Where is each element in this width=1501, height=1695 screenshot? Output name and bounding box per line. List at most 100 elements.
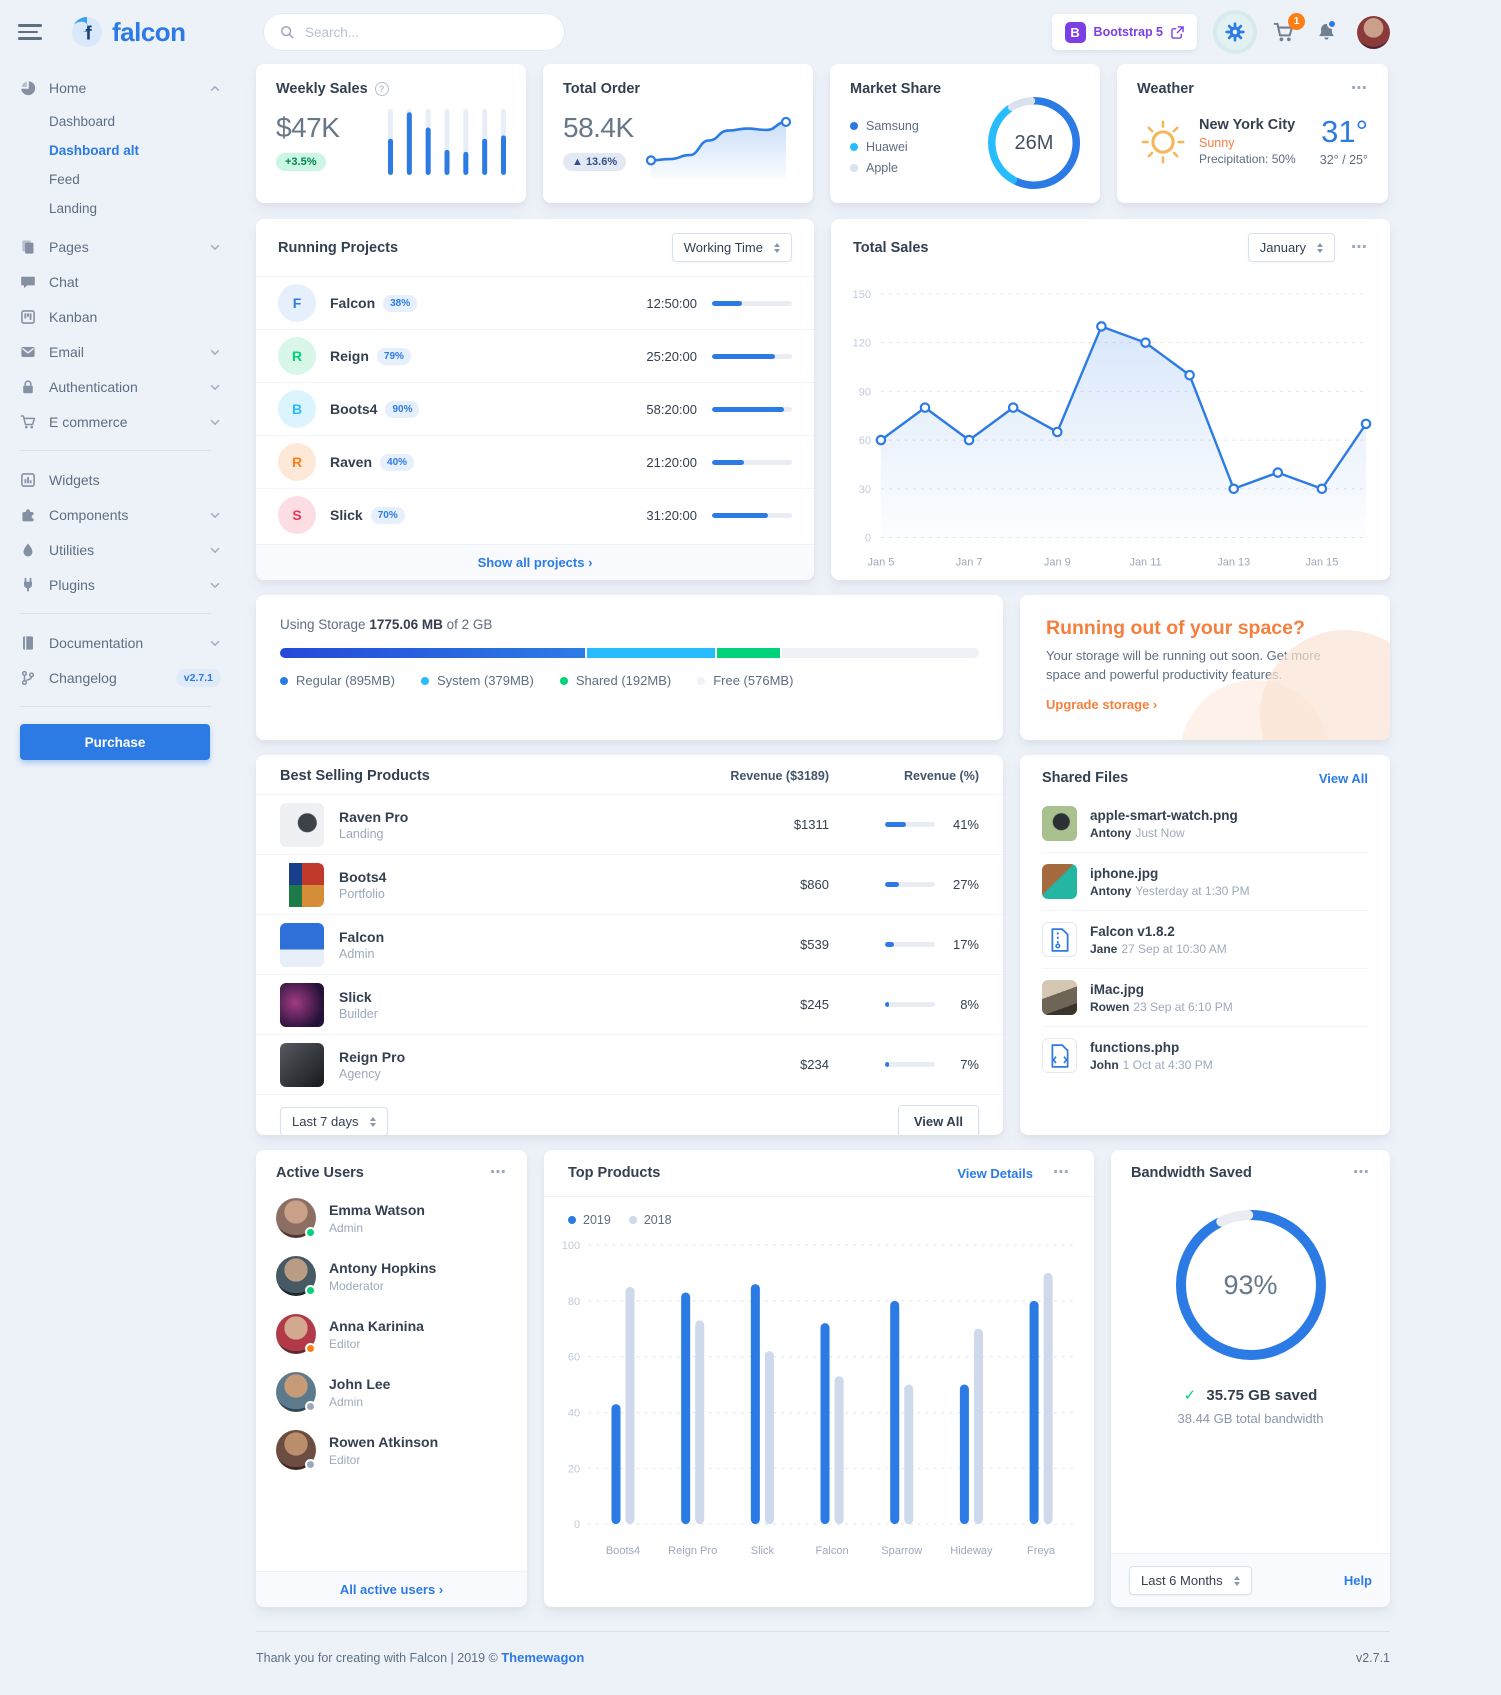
project-name[interactable]: Falcon: [330, 295, 376, 311]
more-options-icon[interactable]: ⋯: [1353, 1164, 1370, 1181]
help-icon[interactable]: ?: [374, 82, 389, 96]
file-name[interactable]: functions.php: [1090, 1039, 1180, 1055]
user-name[interactable]: John Lee: [329, 1375, 391, 1392]
branch-icon: [21, 670, 35, 685]
sidebar-item-dashboard[interactable]: Dashboard: [49, 114, 116, 129]
shared-files-view-all-link[interactable]: View All: [1318, 770, 1368, 786]
sidebar-item-home[interactable]: Home: [20, 70, 221, 105]
product-thumbnail: [280, 1042, 324, 1087]
sidebar-item-authentication[interactable]: Authentication: [20, 369, 221, 404]
sidebar-item-email[interactable]: Email: [20, 334, 221, 369]
sidebar-item-landing[interactable]: Landing: [49, 201, 98, 216]
user-name[interactable]: Emma Watson: [329, 1201, 425, 1218]
project-name[interactable]: Slick: [330, 507, 363, 523]
working-time-select[interactable]: Working Time: [671, 233, 792, 262]
chevron-down-icon: [210, 419, 220, 425]
revenue-percent-column-header: Revenue (%): [903, 769, 979, 783]
plug-icon: [23, 577, 33, 591]
user-name[interactable]: Anna Karinina: [329, 1317, 424, 1334]
product-name[interactable]: Boots4: [339, 868, 387, 885]
sidebar-item-components[interactable]: Components: [20, 497, 221, 532]
sidebar-item-feed[interactable]: Feed: [49, 172, 80, 187]
storage-legend-system-379mb: System (379MB): [421, 673, 534, 688]
file-name[interactable]: apple-smart-watch.png: [1090, 807, 1238, 823]
last-6-months-value: Last 6 Months: [1141, 1573, 1223, 1588]
product-category: Portfolio: [339, 886, 385, 901]
hamburger-menu-icon[interactable]: [18, 24, 42, 40]
user-avatar: [276, 1372, 316, 1412]
product-thumbnail: [280, 862, 324, 907]
user-name[interactable]: Antony Hopkins: [329, 1259, 437, 1276]
product-name[interactable]: Raven Pro: [339, 808, 409, 825]
view-details-link[interactable]: View Details: [957, 1165, 1033, 1181]
user-avatar[interactable]: [1357, 15, 1390, 49]
legend-label: Shared (192MB): [575, 673, 672, 688]
user-name[interactable]: Rowen Atkinson: [329, 1433, 439, 1450]
themewagon-link[interactable]: Themewagon: [501, 1650, 585, 1665]
revenue-percent: 7%: [960, 1057, 979, 1072]
sidebar-item-plugins[interactable]: Plugins: [20, 567, 221, 602]
view-all-button[interactable]: View All: [897, 1105, 979, 1135]
product-revenue: $245: [800, 997, 829, 1012]
sidebar-item-documentation[interactable]: Documentation: [20, 625, 221, 660]
more-options-icon[interactable]: ⋯: [1351, 238, 1368, 256]
sidebar-item-chat[interactable]: Chat: [20, 264, 221, 299]
falcon-logo-icon: f: [72, 17, 102, 47]
file-name[interactable]: Falcon v1.8.2: [1090, 923, 1175, 939]
sidebar-item-changelog[interactable]: Changelog v2.7.1: [20, 660, 221, 695]
more-options-icon[interactable]: ⋯: [1351, 80, 1368, 97]
sidebar-item-pages[interactable]: Pages: [20, 229, 221, 264]
project-name[interactable]: Raven: [330, 454, 373, 470]
sidebar-item-label: Documentation: [49, 634, 144, 651]
month-select[interactable]: January: [1247, 233, 1335, 262]
last-7-days-select[interactable]: Last 7 days: [280, 1107, 388, 1135]
brand-logo[interactable]: f falcon: [70, 15, 248, 49]
project-row-slick: S Slick 70% 31:20:00: [256, 488, 814, 541]
svg-text:100: 100: [562, 1240, 580, 1252]
sidebar-item-e-commerce[interactable]: E commerce: [20, 404, 221, 439]
top-navbar: f falcon B Bootstrap 5 1: [0, 0, 1501, 64]
chevron-down-icon: [210, 384, 220, 390]
last-6-months-select[interactable]: Last 6 Months: [1129, 1566, 1252, 1595]
sidebar-item-kanban[interactable]: Kanban: [20, 299, 221, 334]
project-name[interactable]: Reign: [330, 348, 369, 364]
search-icon: [280, 25, 294, 39]
user-avatar: [276, 1314, 316, 1354]
brand-name: falcon: [112, 16, 186, 47]
show-all-projects-link[interactable]: Show all projects ›: [256, 544, 814, 580]
product-name[interactable]: Falcon: [339, 928, 385, 945]
sidebar-item-widgets[interactable]: Widgets: [20, 462, 221, 497]
more-options-icon[interactable]: ⋯: [490, 1164, 507, 1181]
lock-icon: [23, 379, 33, 393]
upgrade-storage-link[interactable]: Upgrade storage ›: [1046, 696, 1158, 712]
weekly-sales-title: Weekly Sales: [276, 81, 368, 97]
project-name[interactable]: Boots4: [330, 401, 378, 417]
svg-text:150: 150: [853, 289, 871, 301]
notifications-button[interactable]: [1316, 18, 1337, 43]
sidebar-item-utilities[interactable]: Utilities: [20, 532, 221, 567]
footer-version: v2.7.1: [1355, 1650, 1390, 1665]
help-link[interactable]: Help: [1343, 1573, 1372, 1588]
revenue-percent: 27%: [952, 877, 979, 892]
running-projects-title: Running Projects: [278, 239, 399, 256]
status-dot: [305, 1343, 316, 1354]
active-users-title: Active Users: [276, 1165, 364, 1181]
project-time: 25:20:00: [646, 348, 697, 364]
product-name[interactable]: Slick: [339, 988, 372, 1005]
search-box[interactable]: [264, 14, 564, 50]
file-name[interactable]: iMac.jpg: [1090, 981, 1145, 997]
all-active-users-link[interactable]: All active users ›: [256, 1571, 527, 1607]
user-role: Moderator: [329, 1278, 384, 1293]
cart-button[interactable]: 1: [1273, 12, 1305, 44]
bootstrap-badge[interactable]: B Bootstrap 5: [1051, 14, 1197, 50]
more-options-icon[interactable]: ⋯: [1053, 1164, 1070, 1181]
search-input[interactable]: [303, 23, 548, 41]
sidebar-item-dashboard-alt[interactable]: Dashboard alt: [49, 143, 140, 158]
legend-dot: [850, 164, 858, 172]
project-percent-badge: 70%: [370, 506, 405, 524]
settings-button[interactable]: [1217, 14, 1253, 50]
bandwidth-donut: 93%: [1175, 1210, 1326, 1360]
product-name[interactable]: Reign Pro: [339, 1048, 406, 1065]
file-name[interactable]: iphone.jpg: [1090, 865, 1159, 881]
purchase-button[interactable]: Purchase: [20, 724, 210, 760]
